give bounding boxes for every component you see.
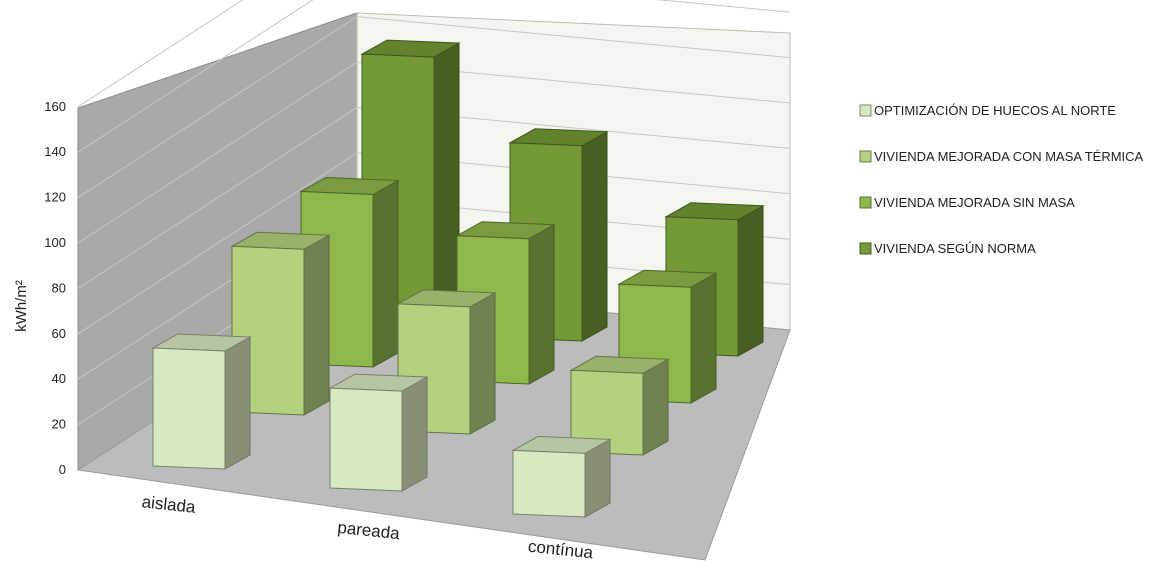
y-tick-label: 60 <box>52 326 66 341</box>
gridline <box>77 0 244 108</box>
y-axis-ticks: 0 20 40 60 80 100 120 140 160 <box>44 99 66 477</box>
legend-swatch <box>859 242 872 255</box>
bar-side <box>642 358 669 456</box>
legend-label: VIVIENDA SEGÚN NORMA <box>874 241 1036 256</box>
legend-item: VIVIENDA MEJORADA CON MASA TÉRMICA <box>859 149 1144 164</box>
y-tick-label: 160 <box>44 99 66 114</box>
bars <box>151 39 765 518</box>
bar-side <box>469 292 496 435</box>
bar-side <box>690 272 717 404</box>
bar-side <box>581 130 608 342</box>
legend-item: OPTIMIZACIÓN DE HUECOS AL NORTE <box>859 103 1116 118</box>
gridline <box>77 152 791 335</box>
y-tick-label: 40 <box>52 371 66 386</box>
bar-side <box>303 234 330 416</box>
legend-item: VIVIENDA SEGÚN NORMA <box>859 241 1036 256</box>
legend: OPTIMIZACIÓN DE HUECOS AL NORTE VIVIENDA … <box>859 103 1144 256</box>
legend-label: OPTIMIZACIÓN DE HUECOS AL NORTE <box>874 103 1116 118</box>
legend-swatch <box>859 104 872 117</box>
y-tick-label: 0 <box>59 462 66 477</box>
legend-item: VIVIENDA MEJORADA SIN MASA <box>859 195 1075 210</box>
x-category-label: aislada <box>141 492 197 517</box>
legend-swatch <box>859 196 872 209</box>
bar-side <box>372 179 399 368</box>
bar <box>569 355 670 456</box>
bar-side <box>224 336 251 470</box>
gridline <box>77 0 791 153</box>
bar <box>511 435 612 518</box>
bar-side <box>401 376 428 492</box>
x-category-label: pareada <box>337 518 402 543</box>
y-tick-label: 20 <box>52 417 66 432</box>
y-tick-label: 140 <box>44 144 66 159</box>
y-tick-label: 100 <box>44 235 66 250</box>
bar-front <box>329 387 403 492</box>
y-tick-label: 80 <box>52 280 66 295</box>
legend-swatch <box>859 150 872 163</box>
gridline <box>77 61 791 244</box>
bar-front <box>570 369 644 456</box>
y-tick-label: 120 <box>44 190 66 205</box>
bar <box>328 373 429 492</box>
bar-front <box>512 449 586 518</box>
bar-side <box>433 42 460 326</box>
gridline <box>77 16 791 199</box>
bar-side <box>737 204 764 357</box>
bar <box>151 333 252 470</box>
legend-label: VIVIENDA MEJORADA SIN MASA <box>874 195 1075 210</box>
legend-label: VIVIENDA MEJORADA CON MASA TÉRMICA <box>874 149 1144 164</box>
gridline <box>77 106 791 289</box>
bar-front <box>152 347 226 470</box>
bar-side <box>528 223 555 385</box>
y-axis-label: kWh/m² <box>13 280 30 332</box>
